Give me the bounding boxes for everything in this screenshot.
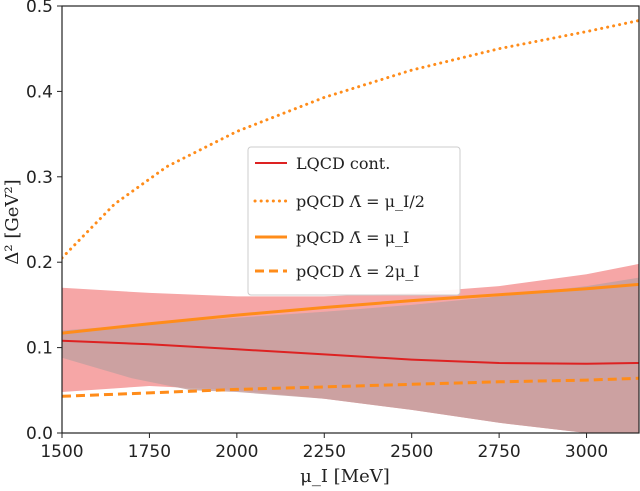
legend: LQCD cont. pQCD Λ̄ = μ_I/2 pQCD Λ̄ = μ_I… [247,146,461,296]
axes: 1500 1750 2000 2250 2500 2750 3000 0.0 0.1 0.2 0.3… [26,0,640,462]
y-tick-label: 0.0 [26,424,53,444]
plot-frame [61,5,640,434]
x-tick-label: 1500 [40,442,83,462]
legend-label-lqcd: LQCD cont. [296,154,390,173]
legend-label-pqcd-two: pQCD Λ̄ = 2μ_I [296,262,420,281]
x-tick-label: 2250 [303,442,346,462]
series-line-pqcd_one [62,282,639,335]
series-line-pqcd_half [62,19,639,260]
y-tick-label: 0.4 [26,82,53,102]
series-line-pqcd_two [62,376,639,398]
x-tick-label: 1750 [128,442,171,462]
y-tick-label: 0.1 [26,339,53,359]
plot-area [62,19,639,433]
y-tick-label: 0.2 [26,253,53,273]
legend-label-pqcd-half: pQCD Λ̄ = μ_I/2 [296,192,425,211]
x-tick-label: 3000 [565,442,608,462]
legend-frame [247,146,461,296]
y-tick-label: 0.3 [26,168,53,188]
y-axis-label: Δ² [GeV²] [2,179,23,264]
x-axis-label: μ_I [MeV] [300,466,390,487]
series-line-lqcd [62,339,639,365]
legend-label-pqcd-one: pQCD Λ̄ = μ_I [296,228,409,247]
x-tick-label: 2750 [477,442,520,462]
x-tick-label: 2500 [390,442,433,462]
x-tick-label: 2000 [215,442,258,462]
y-tick-label: 0.5 [26,0,53,17]
